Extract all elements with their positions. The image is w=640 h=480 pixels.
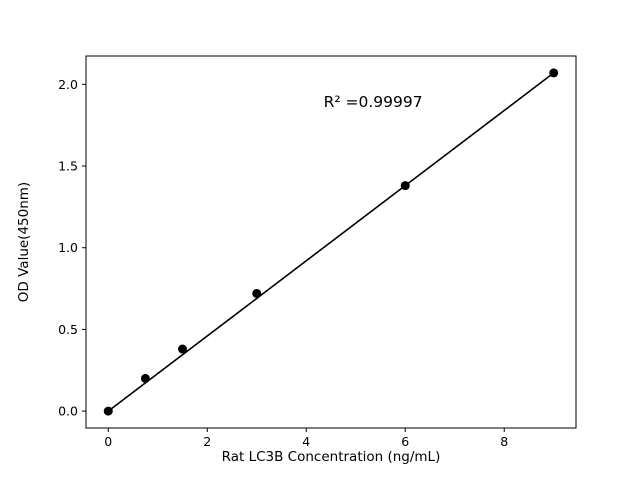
data-point [178,344,188,354]
fit-line [107,72,555,412]
x-axis-label: Rat LC3B Concentration (ng/mL) [222,449,441,465]
plot-area: 0 2 4 6 8 0.0 0.5 1.0 1.5 2.0 [58,55,577,449]
x-tick-label: 8 [500,434,508,449]
data-point [140,373,150,383]
y-tick-label: 0.0 [58,404,78,419]
data-point [252,288,262,298]
x-tick-label: 6 [401,434,409,449]
y-tick-label: 1.0 [58,240,78,255]
r-squared-annotation: R² =0.99997 [324,93,423,111]
y-tick-label: 0.5 [58,322,78,337]
x-tick-label: 4 [302,434,310,449]
data-point [400,181,410,191]
x-tick-label: 0 [104,434,112,449]
y-tick-label: 2.0 [58,77,78,92]
y-axis-label: OD Value(450nm) [16,182,32,302]
data-point [103,406,113,416]
y-tick-label: 1.5 [58,159,78,174]
x-tick-label: 2 [203,434,211,449]
plot-border [85,55,577,429]
data-point [549,68,559,78]
